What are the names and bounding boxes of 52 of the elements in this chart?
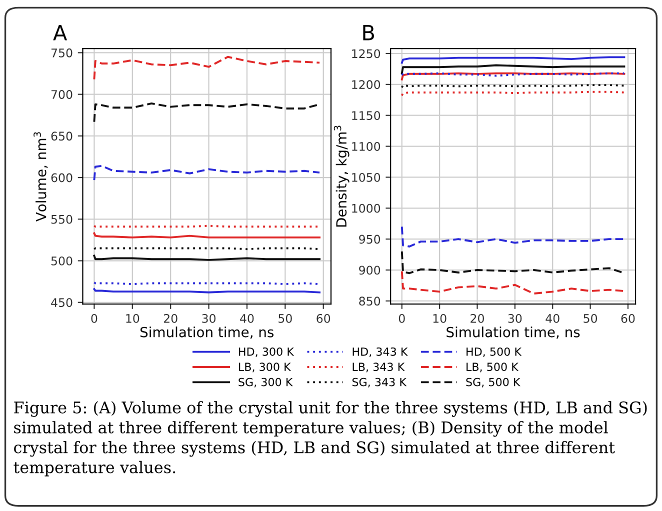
x-tick-label: 60 xyxy=(316,314,330,323)
y-tick-label: 700 xyxy=(51,90,72,99)
x-tick-label: 60 xyxy=(621,314,635,323)
x-tick-label: 50 xyxy=(584,314,598,323)
legend-label: LB, 500 K xyxy=(466,362,519,372)
legend-label: SG, 300 K xyxy=(238,378,293,388)
y-tick-label: 1250 xyxy=(352,49,380,58)
x-tick-label: 20 xyxy=(470,314,484,323)
line-series xyxy=(93,164,321,182)
y-tick-label: 850 xyxy=(359,296,380,306)
x-axis-title: Simulation time, ns xyxy=(446,326,580,339)
chart-title: B xyxy=(363,25,374,40)
y-tick-label: 1150 xyxy=(352,111,380,120)
y-tick-label: 900 xyxy=(359,266,380,275)
x-tick-label: 30 xyxy=(508,314,522,323)
y-tick-label: 450 xyxy=(51,298,72,308)
x-tick-label: 40 xyxy=(240,314,254,323)
y-axis-title: Volume, nm$^{3}$ xyxy=(34,132,48,222)
legend-label: HD, 300 K xyxy=(239,347,294,357)
y-tick-label: 950 xyxy=(359,234,380,244)
y-axis-title: Density, kg/m$^{3}$ xyxy=(334,126,350,227)
y-tick-label: 550 xyxy=(51,214,72,224)
y-tick-label: 1100 xyxy=(352,142,380,151)
caption: Figure 5: (A) Volume of the crystal unit for the three systems (HD, LB and SG) simulated at three different temperature values; (B) Density of the model crystal for the three systems (HD, LB and SG) simulated at three different temperature values. xyxy=(14,401,647,476)
x-tick-label: 20 xyxy=(164,314,178,323)
x-tick-label: 10 xyxy=(433,314,446,323)
y-tick-label: 1200 xyxy=(352,80,380,90)
line-series xyxy=(93,56,321,80)
x-tick-label: 30 xyxy=(202,314,216,323)
y-tick-label: 1050 xyxy=(352,172,380,182)
x-tick-label: 40 xyxy=(546,314,560,323)
line-series xyxy=(400,226,626,248)
legend-label: SG, 343 K xyxy=(352,378,407,388)
y-tick-label: 650 xyxy=(51,132,72,141)
line-series xyxy=(400,270,626,295)
legend-label: LB, 343 K xyxy=(352,362,405,372)
x-tick-label: 10 xyxy=(126,314,140,323)
x-axis-title: Simulation time, ns xyxy=(140,326,274,339)
legend-label: HD, 500 K xyxy=(466,347,522,357)
legend-label: LB, 300 K xyxy=(239,362,292,372)
x-tick-label: 0 xyxy=(91,314,98,323)
x-tick-label: 0 xyxy=(398,314,405,323)
y-tick-label: 1000 xyxy=(352,204,380,213)
line-series xyxy=(400,64,626,74)
legend-label: HD, 343 K xyxy=(352,347,408,357)
chart-title: A xyxy=(53,25,68,40)
y-tick-label: 500 xyxy=(51,256,72,266)
legend-label: SG, 500 K xyxy=(466,378,520,388)
y-tick-label: 750 xyxy=(51,48,72,58)
y-tick-label: 600 xyxy=(51,173,72,182)
x-tick-label: 50 xyxy=(278,314,292,323)
line-series xyxy=(400,72,626,80)
